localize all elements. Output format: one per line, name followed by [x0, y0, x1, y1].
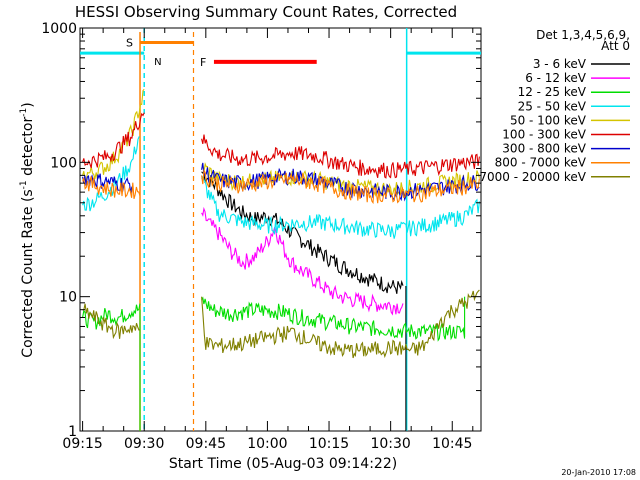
- series-line: [82, 112, 145, 169]
- x-tick-label: 09:15: [62, 436, 102, 452]
- y-axis-label: Corrected Count Rate (s-1 detector-1): [19, 102, 36, 357]
- legend-entry-label: 7000 - 20000 keV: [479, 170, 586, 184]
- series-group: [82, 112, 480, 179]
- series-group: [82, 289, 480, 359]
- legend-entry-label: 3 - 6 keV: [533, 57, 587, 71]
- x-tick-label: 10:30: [370, 436, 410, 452]
- plot-frame: [79, 27, 482, 432]
- flare-flag-label: F: [200, 56, 206, 69]
- x-axis: 09:15 09:30 09:45 10:00 10:15 10:30 10:45: [62, 28, 474, 452]
- saa-flag-label: S: [126, 36, 133, 49]
- series-line: [201, 134, 480, 179]
- y-tick-label: 1000: [41, 21, 77, 37]
- legend-entry-label: 300 - 800 keV: [502, 142, 586, 156]
- y-label-part2: detector: [20, 117, 36, 181]
- y-label-sup2: -1: [19, 108, 29, 117]
- series-group: [201, 206, 404, 316]
- series-line: [82, 136, 140, 212]
- series-line: [82, 88, 145, 182]
- plot-content: N S F: [80, 28, 481, 432]
- y-tick-label: 10: [59, 290, 77, 306]
- series-line: [201, 168, 480, 205]
- y-tick-label: 100: [50, 155, 77, 171]
- series-line: [201, 206, 404, 316]
- x-tick-label: 09:30: [124, 436, 164, 452]
- y-axis: 1 10 100 1000: [41, 21, 481, 440]
- y-label-part3: ): [20, 102, 36, 107]
- x-tick-label: 09:45: [186, 436, 226, 452]
- legend-entry-label: 50 - 100 keV: [510, 113, 587, 127]
- series-group: [82, 162, 480, 202]
- chart-title: HESSI Observing Summary Count Rates, Cor…: [75, 3, 457, 21]
- series-line: [82, 303, 141, 330]
- plot-area: N S F 1 10 100 1000 09:15 09:30 09:45 10:00 10:15…: [41, 21, 482, 452]
- series-line: [201, 296, 466, 342]
- series-line: [82, 303, 141, 340]
- series-group: [82, 88, 480, 198]
- legend-entry-label: 100 - 300 keV: [502, 128, 586, 142]
- series-line: [82, 176, 141, 199]
- series-group: [82, 168, 480, 205]
- series-line: [201, 171, 404, 294]
- series-line: [201, 161, 480, 198]
- x-tick-label: 10:45: [432, 436, 472, 452]
- night-flag-label: N: [154, 57, 161, 68]
- series-line: [201, 162, 480, 202]
- y-label-part1: Corrected Count Rate (s: [20, 189, 36, 357]
- timestamp: 20-Jan-2010 17:08: [561, 468, 636, 477]
- y-label-sup1: -1: [19, 180, 29, 189]
- x-tick-label: 10:00: [247, 436, 287, 452]
- series-group: [80, 171, 407, 432]
- legend-header-detectors: Det 1,3,4,5,6,9,: [536, 28, 630, 42]
- legend-entry-label: 12 - 25 keV: [518, 85, 587, 99]
- legend-entry-label: 800 - 7000 keV: [495, 156, 587, 170]
- y-tick-label: 1: [68, 424, 77, 440]
- legend-header-attenuator: Att 0: [601, 39, 630, 53]
- series-group: [82, 136, 480, 239]
- series-line: [201, 289, 480, 359]
- x-axis-label: Start Time (05-Aug-03 09:14:22): [169, 456, 397, 472]
- legend-entry-label: 6 - 12 keV: [525, 71, 587, 85]
- series-line: [201, 175, 480, 239]
- x-tick-label: 10:15: [309, 436, 349, 452]
- legend-entry-label: 25 - 50 keV: [518, 99, 587, 113]
